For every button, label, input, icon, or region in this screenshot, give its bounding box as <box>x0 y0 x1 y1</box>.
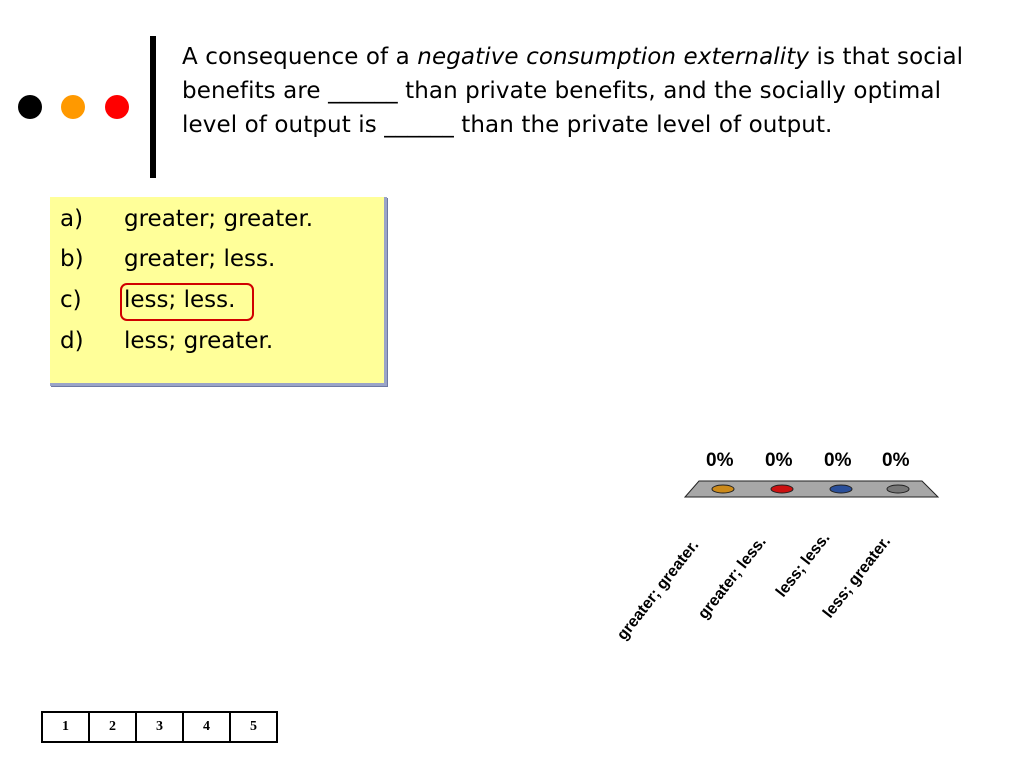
option-a[interactable]: a) greater; greater. <box>60 204 313 234</box>
option-letter: d) <box>60 328 84 354</box>
page-navigator: 1 2 3 4 5 <box>41 711 278 743</box>
page-button[interactable]: 2 <box>90 713 137 741</box>
page-button[interactable]: 3 <box>137 713 184 741</box>
option-b[interactable]: b) greater; less. <box>60 244 275 274</box>
value-label: 0% <box>706 450 734 471</box>
question-emphasis: negative consumption externality <box>417 44 810 70</box>
chart-base-platform <box>683 480 940 498</box>
value-label: 0% <box>824 450 852 471</box>
option-text: greater; greater. <box>124 206 314 232</box>
option-letter: a) <box>60 206 84 232</box>
option-d[interactable]: d) less; greater. <box>60 326 273 356</box>
page-button[interactable]: 4 <box>184 713 231 741</box>
option-c[interactable]: c) less; less. <box>60 285 235 315</box>
correct-answer-highlight <box>120 283 254 321</box>
option-text: less; greater. <box>124 328 274 354</box>
question-part2: is that social benefits are ______ than … <box>182 44 964 138</box>
poll-bar <box>829 484 853 494</box>
category-label: less; less. <box>773 529 834 601</box>
category-label: greater; less. <box>695 533 770 623</box>
poll-bar <box>711 484 735 494</box>
question-text: A consequence of a negative consumption … <box>182 40 982 142</box>
answer-options-box: a) greater; greater. b) greater; less. c) l… <box>50 197 387 386</box>
value-label: 0% <box>882 450 910 471</box>
decor-dot-orange <box>61 95 85 119</box>
option-letter: c) <box>60 287 82 313</box>
option-letter: b) <box>60 246 84 272</box>
option-text: greater; less. <box>124 246 276 272</box>
decor-dot-red <box>105 95 129 119</box>
question-part1: A consequence of a <box>182 44 418 70</box>
poll-bar <box>886 484 910 494</box>
value-label: 0% <box>765 450 793 471</box>
page-button[interactable]: 1 <box>43 713 90 741</box>
page-button[interactable]: 5 <box>250 719 257 734</box>
option-text: less; less. <box>124 287 236 313</box>
decor-dot-black <box>18 95 42 119</box>
title-divider <box>150 36 156 178</box>
poll-bar <box>770 484 794 494</box>
category-label: less; greater. <box>820 533 895 622</box>
category-label: greater; greater. <box>614 536 703 644</box>
